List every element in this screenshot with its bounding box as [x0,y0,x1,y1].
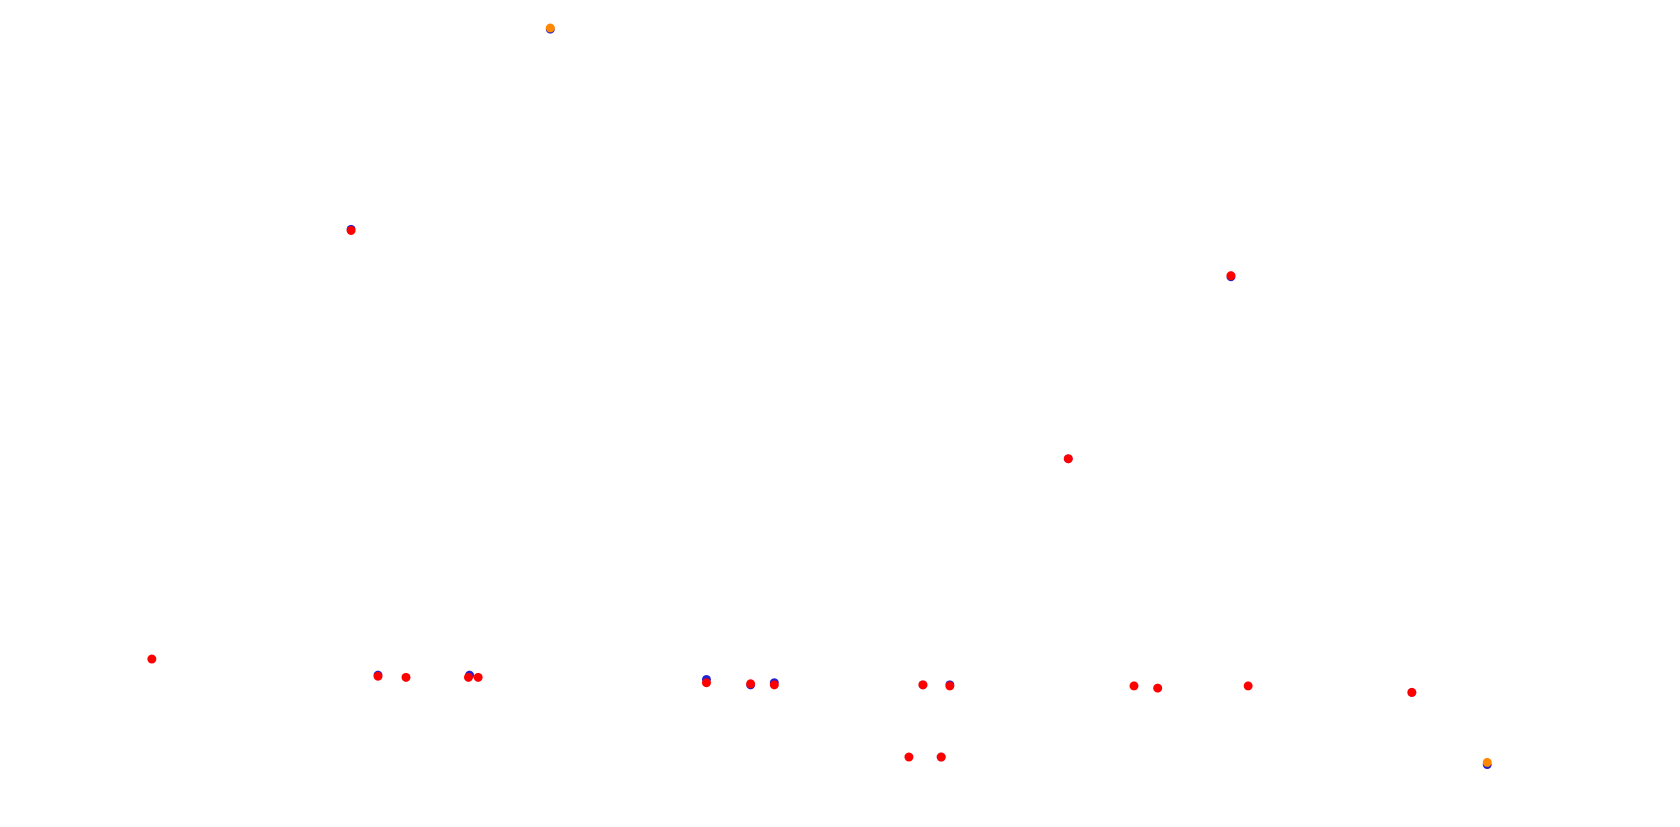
point [473,672,483,682]
point [746,679,756,689]
point [1063,454,1073,464]
point [373,671,383,681]
point [904,752,914,762]
point [545,23,555,33]
point [1482,757,1492,767]
point [701,678,711,688]
point [769,680,779,690]
point [463,672,473,682]
point [1226,271,1236,281]
point [918,680,928,690]
point [401,672,411,682]
point [1129,681,1139,691]
point [1243,681,1253,691]
point [945,681,955,691]
point [147,654,157,664]
point [1407,687,1417,697]
point [936,752,946,762]
point [346,225,356,235]
point [1153,683,1163,693]
